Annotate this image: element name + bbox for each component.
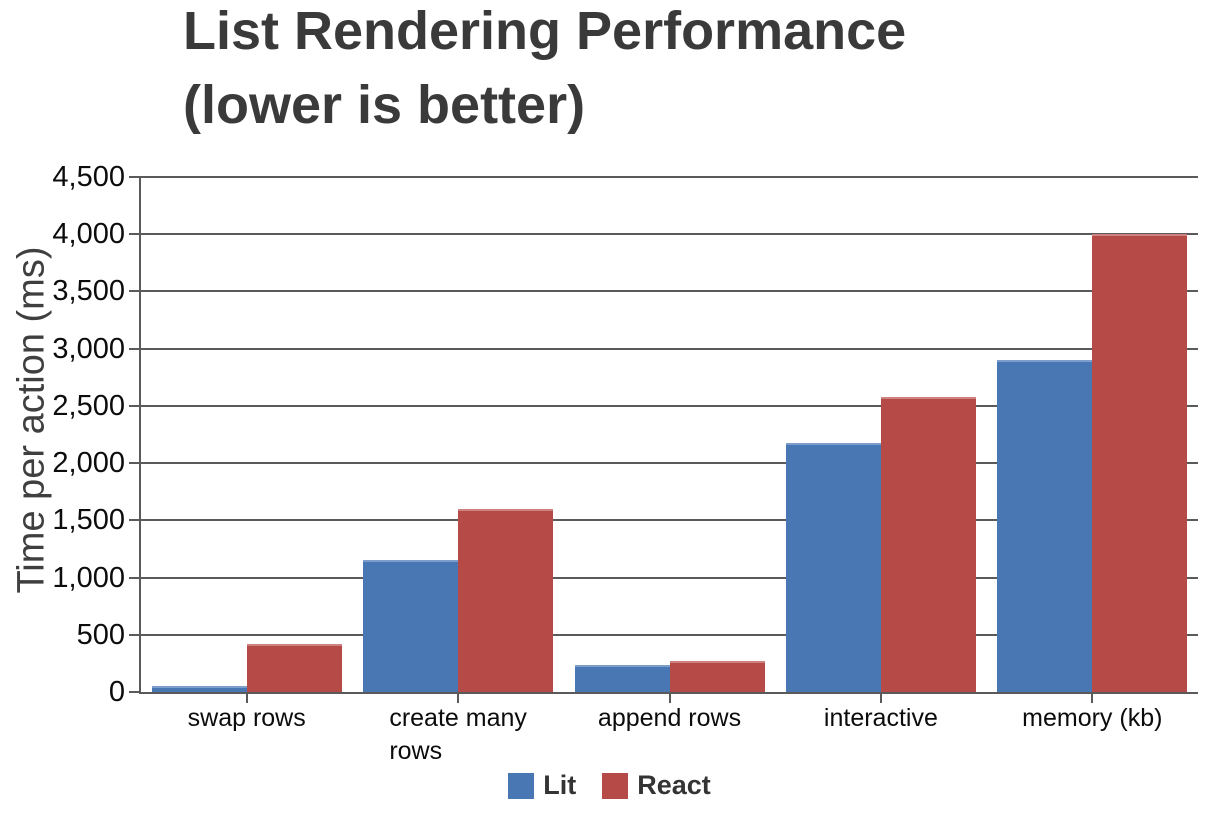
gridline: [141, 290, 1198, 293]
legend-swatch-lit-icon: [508, 772, 535, 799]
y-tick-mark: [129, 347, 141, 350]
gridline: [141, 633, 1198, 636]
x-tick-mark: [879, 694, 882, 703]
y-tick-mark: [129, 519, 141, 522]
chart-title-line-1: List Rendering Performance: [183, 1, 907, 61]
gridline: [141, 462, 1198, 465]
x-tick-label: append rows: [597, 704, 742, 732]
legend-label: React: [637, 770, 711, 800]
y-tick-mark: [129, 233, 141, 236]
y-tick-label: 3,000: [52, 332, 125, 365]
bar-react-3: [880, 396, 976, 692]
y-tick-mark: [129, 462, 141, 465]
x-tick-mark: [668, 694, 671, 703]
y-tick-mark: [129, 576, 141, 579]
y-tick-label: 1,500: [52, 504, 125, 537]
chart-title-line-2: (lower is better): [183, 75, 586, 135]
x-tick-label: swap rows: [187, 704, 306, 732]
chart-title: List Rendering Performance (lower is bet…: [183, 0, 906, 142]
plot-area: [139, 176, 1198, 694]
legend-item-react: React: [602, 770, 711, 801]
y-tick-label: 0: [108, 676, 125, 708]
legend-item-lit: Lit: [508, 770, 576, 801]
y-tick-label: 2,000: [52, 447, 125, 480]
y-tick-mark: [129, 404, 141, 407]
bar-react-4: [1092, 234, 1188, 692]
y-tick-label: 2,500: [52, 389, 125, 422]
y-tick-mark: [129, 176, 141, 178]
gridline: [141, 176, 1198, 178]
bar-lit-3: [785, 443, 881, 692]
legend: Lit React: [0, 770, 1219, 801]
gridline: [141, 347, 1198, 350]
gridline: [141, 576, 1198, 579]
y-tick-mark: [129, 633, 141, 636]
y-tick-label: 1,000: [52, 561, 125, 594]
gridline: [141, 233, 1198, 236]
bar-react-0: [246, 643, 342, 692]
x-tick-mark: [457, 694, 460, 703]
x-tick-label: interactive: [823, 704, 938, 732]
bar-react-1: [458, 508, 554, 692]
bar-lit-2: [574, 664, 670, 692]
x-tick-mark: [1091, 694, 1094, 703]
bar-lit-1: [363, 560, 459, 692]
y-tick-label: 4,000: [52, 218, 125, 251]
y-tick-mark: [129, 290, 141, 293]
legend-label: Lit: [543, 770, 577, 800]
bar-react-2: [669, 660, 765, 692]
gridline: [141, 519, 1198, 522]
legend-swatch-react-icon: [602, 772, 629, 799]
y-tick-label: 500: [76, 618, 125, 651]
x-tick-label: memory (kb): [1022, 704, 1163, 732]
bar-lit-0: [151, 686, 247, 692]
gridline: [141, 404, 1198, 407]
y-tick-mark: [129, 691, 141, 693]
y-tick-label: 3,500: [52, 275, 125, 308]
bar-lit-4: [997, 360, 1093, 692]
x-tick-mark: [245, 694, 248, 703]
x-tick-label: create many rows: [389, 704, 527, 765]
y-tick-label: 4,500: [52, 161, 125, 193]
